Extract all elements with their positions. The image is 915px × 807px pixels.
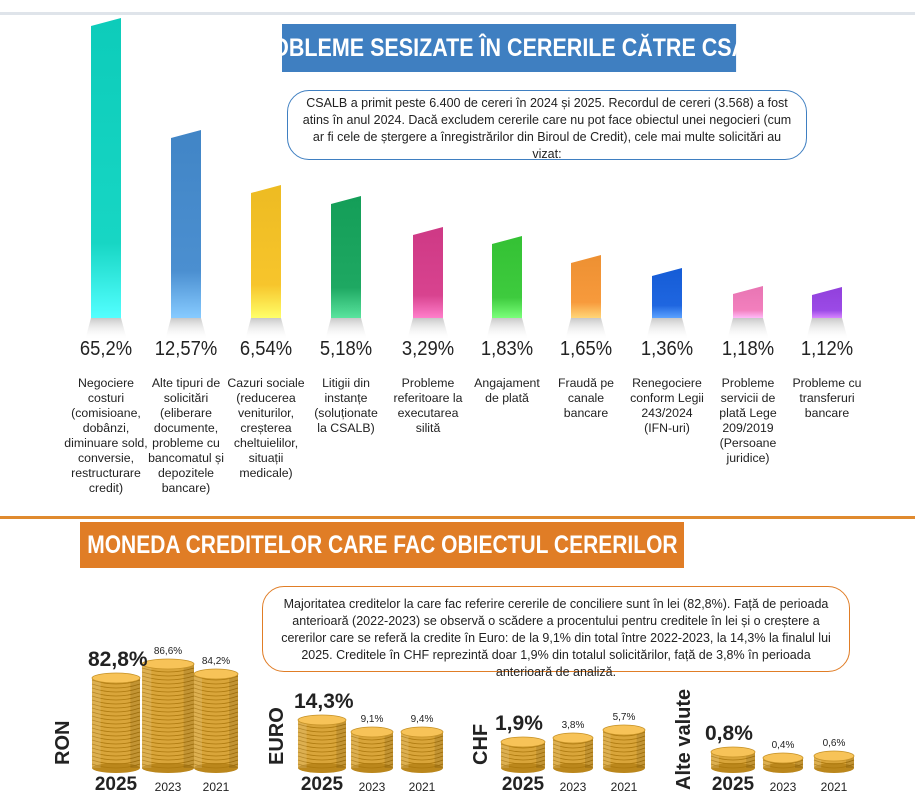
- bar-category-label: Litigii din instanțe (soluționate la CSALB): [314, 376, 378, 435]
- coin-stack-chf-2025: [500, 736, 546, 773]
- section2-title-banner: MONEDA CREDITELOR CARE FAC OBIECTUL CERE…: [80, 522, 684, 568]
- bar-category-label: Probleme servicii de plată Lege 209/2019 (Pe…: [719, 376, 777, 465]
- section-divider: [0, 516, 915, 519]
- coin-value-label: 5,7%: [612, 712, 636, 723]
- section1-intro-box: CSALB a primit peste 6.400 de cereri în …: [287, 90, 807, 161]
- top-rule: [0, 12, 915, 15]
- bar-category-label: Fraudă pe canale bancare: [557, 376, 615, 420]
- coin-year-label: 2023: [769, 780, 797, 794]
- bar-shadow-1: [85, 318, 127, 340]
- bar-category-label: Negociere costuri (comisioane, dobânzi, dim…: [64, 376, 148, 495]
- coin-year-label: 2023: [154, 780, 182, 794]
- bar-6: [492, 236, 522, 318]
- coin-stack-alte-valute-2023: [762, 752, 804, 773]
- coin-value-label: 0,4%: [771, 740, 795, 751]
- currency-coin-chart: [91, 658, 855, 773]
- coin-stack-ron-2025: [91, 672, 141, 773]
- bar-shadow-10: [806, 318, 848, 340]
- bar-1: [91, 18, 121, 318]
- section2-title: MONEDA CREDITELOR CARE FAC OBIECTUL CERE…: [86, 530, 678, 559]
- bar-shadow-6: [486, 318, 528, 340]
- currency-name-label: CHF: [470, 723, 492, 765]
- bar-value-label: 1,83%: [480, 338, 534, 360]
- bar-value-label: 12,57%: [154, 338, 218, 360]
- coin-year-label-primary: 2025: [300, 774, 344, 795]
- currency-name-label: RON: [52, 720, 74, 765]
- coin-value-label: 9,1%: [360, 714, 384, 725]
- bar-9: [733, 286, 763, 318]
- coin-year-label: 2021: [202, 780, 230, 794]
- bar-shadow-5: [407, 318, 449, 340]
- bar-value-label: 5,18%: [319, 338, 373, 360]
- section1-intro-text: CSALB a primit peste 6.400 de cereri în …: [302, 96, 792, 161]
- bar-value-label: 1,18%: [721, 338, 775, 360]
- coin-value-label-primary: 0,8%: [705, 722, 753, 745]
- bar-value-label: 65,2%: [79, 338, 133, 360]
- bar-shadow-8: [646, 318, 688, 340]
- coin-stack-alte-valute-2021: [813, 750, 855, 773]
- bar-10: [812, 287, 842, 318]
- section2-intro-box: Majoritatea creditelor la care fac refer…: [262, 586, 850, 679]
- section2-intro-text: Majoritatea creditelor la care fac refer…: [281, 597, 831, 679]
- coin-year-label: 2023: [358, 780, 386, 794]
- bar-shadow-7: [565, 318, 607, 340]
- coin-year-label: 2021: [408, 780, 436, 794]
- coin-stack-euro-2025: [297, 714, 347, 773]
- bar-category-label: Angajament de plată: [474, 376, 540, 405]
- bar-value-label: 6,54%: [239, 338, 293, 360]
- coin-stack-euro-2021: [400, 726, 444, 773]
- coin-value-label: 9,4%: [410, 714, 434, 725]
- coin-value-label-primary: 82,8%: [88, 648, 148, 671]
- bar-shadow-4: [325, 318, 367, 340]
- bar-2: [171, 130, 201, 318]
- coin-year-label: 2021: [610, 780, 638, 794]
- coin-value-label: 86,6%: [153, 646, 183, 657]
- bar-3: [251, 185, 281, 318]
- coin-year-label-primary: 2025: [501, 774, 545, 795]
- bar-shadow-2: [165, 318, 207, 340]
- coin-year-label: 2021: [820, 780, 848, 794]
- bar-category-label: Cazuri sociale (reducerea veniturilor, creș…: [227, 376, 305, 480]
- bar-value-label: 3,29%: [401, 338, 455, 360]
- bar-4: [331, 196, 361, 318]
- currency-name-label: Alte valute: [673, 688, 695, 790]
- coin-stack-ron-2021: [193, 668, 239, 773]
- bar-value-label: 1,12%: [800, 338, 854, 360]
- bar-category-label: Probleme cu transferuri bancare: [792, 376, 862, 420]
- coin-value-label-primary: 14,3%: [294, 690, 354, 713]
- coin-value-label: 3,8%: [561, 720, 585, 731]
- currency-name-label: EURO: [266, 707, 288, 765]
- bar-category-label: Alte tipuri de solicitări (eliberare docum…: [148, 376, 224, 495]
- coin-value-label-primary: 1,9%: [495, 712, 543, 735]
- coin-year-label-primary: 2025: [711, 774, 755, 795]
- coin-stack-chf-2021: [602, 724, 646, 773]
- bar-shadow-9: [727, 318, 769, 340]
- problems-bar-chart: [85, 18, 848, 340]
- bar-category-label: Probleme referitoare la executarea silită: [393, 376, 463, 435]
- coin-stack-euro-2023: [350, 726, 394, 773]
- coin-year-label: 2023: [559, 780, 587, 794]
- bar-value-label: 1,65%: [559, 338, 613, 360]
- bar-5: [413, 227, 443, 318]
- bar-8: [652, 268, 682, 318]
- coin-stack-alte-valute-2025: [710, 746, 756, 773]
- bar-shadow-3: [245, 318, 287, 340]
- coin-value-label: 0,6%: [822, 738, 846, 749]
- section1-title-banner: PROBLEME SESIZATE ÎN CERERILE CĂTRE CSAL…: [242, 24, 776, 72]
- coin-stack-ron-2023: [141, 658, 195, 773]
- coin-stack-chf-2023: [552, 732, 594, 773]
- coin-value-label: 84,2%: [201, 656, 231, 667]
- bar-7: [571, 255, 601, 318]
- section1-title: PROBLEME SESIZATE ÎN CERERILE CĂTRE CSAL…: [242, 33, 776, 62]
- bar-value-label: 1,36%: [640, 338, 694, 360]
- coin-year-label-primary: 2025: [94, 774, 138, 795]
- bar-category-label: Renegociere conform Legii 243/2024 (IFN-uri…: [630, 376, 704, 435]
